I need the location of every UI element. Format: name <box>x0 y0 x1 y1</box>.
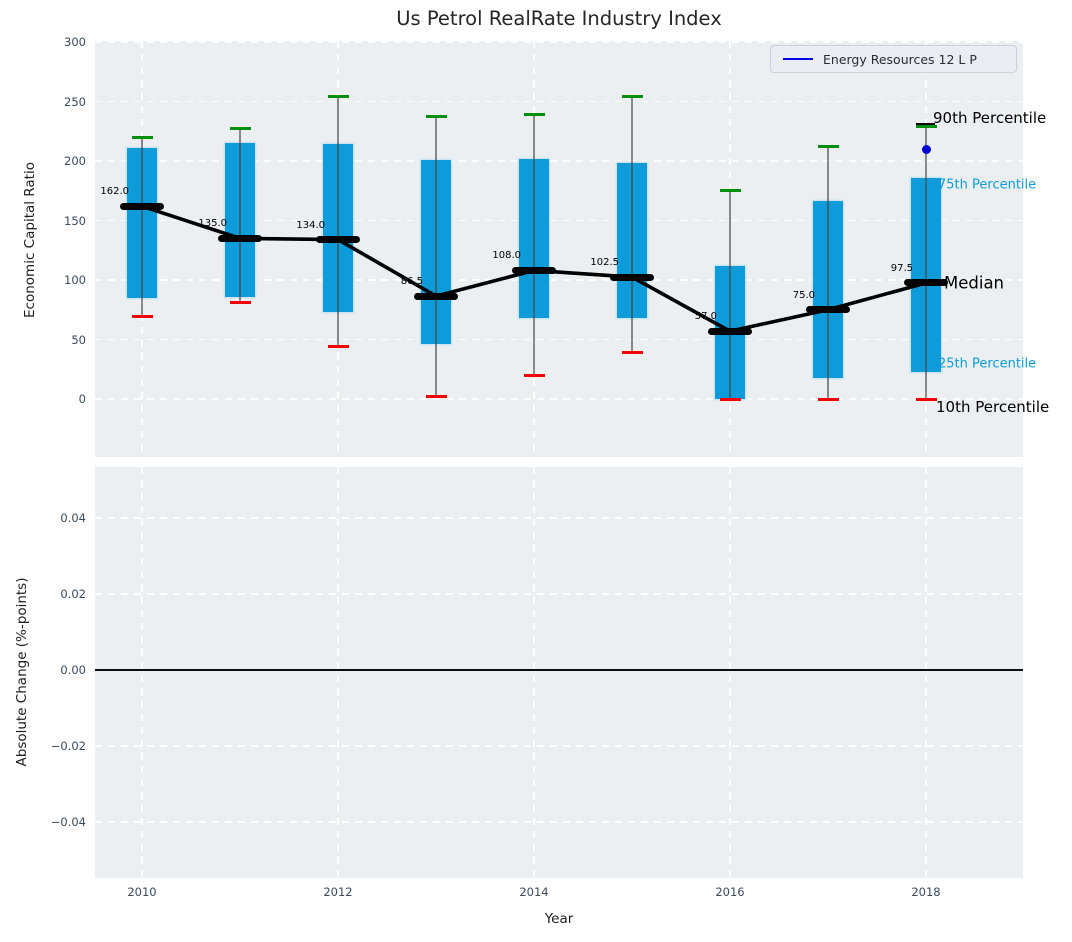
whisker-2012 <box>337 96 339 347</box>
median-value-label-2016: 57.0 <box>694 311 717 323</box>
whisker-2015 <box>631 96 633 353</box>
whisker-2011 <box>239 128 241 303</box>
legend-label: Energy Resources 12 L P <box>823 51 977 67</box>
median-dash-2018 <box>904 279 948 287</box>
y-tick-label: −0.04 <box>50 815 86 829</box>
y-tick-label: 200 <box>64 154 86 168</box>
p10-cap-2012 <box>327 345 349 349</box>
whisker-2010 <box>141 137 143 317</box>
y-tick-label: 150 <box>64 213 86 228</box>
annotation-p10: 10th Percentile <box>936 398 1050 416</box>
x-tick-label: 2014 <box>519 885 549 899</box>
y-tick-label: −0.02 <box>50 739 86 753</box>
p10-cap-2015 <box>621 351 643 355</box>
gridline-v <box>533 467 535 878</box>
whisker-2018 <box>925 126 927 399</box>
gridline-h <box>95 593 1023 595</box>
p90-cap-2013 <box>425 115 447 119</box>
x-tick-label: 2010 <box>127 885 157 899</box>
p10-cap-2017 <box>817 397 839 401</box>
median-value-label-2011: 135.0 <box>198 218 227 230</box>
median-dash-2013 <box>414 292 458 300</box>
p90-cap-2012 <box>327 95 349 99</box>
y-axis-label-bottom: Absolute Change (%-points) <box>14 577 30 767</box>
whisker-2016 <box>729 190 731 399</box>
gridline-h <box>95 100 1023 103</box>
gridline-h <box>95 338 1023 341</box>
p90-cap-2015 <box>621 95 643 99</box>
median-value-label-2014: 108.0 <box>492 250 521 262</box>
p90-cap-2018 <box>915 124 937 128</box>
legend-line-swatch <box>783 57 813 61</box>
y-tick-label: 0 <box>78 392 86 406</box>
gridline-v <box>729 467 731 878</box>
gridline-h <box>95 821 1023 823</box>
p10-cap-2011 <box>229 301 251 305</box>
median-dash-2012 <box>316 236 360 244</box>
gridline-v <box>141 467 143 878</box>
gridline-h <box>95 41 1023 43</box>
p90-cap-2014 <box>523 113 545 117</box>
chart-title: Us Petrol RealRate Industry Index <box>396 7 722 30</box>
median-dash-2015 <box>610 273 654 281</box>
p90-cap-2011 <box>229 127 251 131</box>
y-tick-label: 0.02 <box>60 587 86 601</box>
p10-cap-2010 <box>131 315 153 319</box>
annotation-leader-line <box>916 123 935 126</box>
p90-cap-2016 <box>719 189 741 193</box>
y-axis-label-top: Economic Capital Ratio <box>22 162 38 318</box>
gridline-h <box>95 517 1023 519</box>
median-value-label-2010: 162.0 <box>100 186 129 198</box>
gridline-v <box>925 467 927 878</box>
annotation-p25: 25th Percentile <box>938 356 1037 372</box>
legend: Energy Resources 12 L P <box>770 45 1017 73</box>
gridline-h <box>95 160 1023 162</box>
median-value-label-2012: 134.0 <box>296 219 325 231</box>
median-dash-2010 <box>120 202 164 210</box>
x-tick-label: 2012 <box>323 885 353 899</box>
x-tick-label: 2016 <box>715 885 745 899</box>
p10-cap-2014 <box>523 373 545 377</box>
x-axis-label: Year <box>544 911 574 927</box>
gridline-h <box>95 398 1023 400</box>
y-tick-label: 300 <box>64 35 86 49</box>
y-tick-label: 50 <box>71 332 86 347</box>
annotation-p75: 75th Percentile <box>938 177 1037 193</box>
whisker-2013 <box>435 116 437 397</box>
whisker-2014 <box>533 114 535 376</box>
median-dash-2011 <box>218 234 262 242</box>
median-value-label-2018: 97.5 <box>890 262 913 274</box>
median-value-label-2013: 86.5 <box>400 276 423 288</box>
median-dash-2017 <box>806 306 850 314</box>
y-tick-label: 0.00 <box>60 663 86 677</box>
x-tick-label: 2018 <box>911 885 941 899</box>
bottom-plot-panel <box>95 467 1023 878</box>
zero-line <box>95 669 1023 671</box>
whisker-2017 <box>827 146 829 399</box>
annotation-median: Median <box>944 273 1005 293</box>
series-point-2018 <box>921 144 931 154</box>
p10-cap-2018 <box>915 397 937 401</box>
p10-cap-2013 <box>425 395 447 399</box>
gridline-v <box>337 467 339 878</box>
median-dash-2014 <box>512 266 556 274</box>
y-tick-label: 250 <box>64 94 86 109</box>
p90-cap-2010 <box>131 135 153 139</box>
p10-cap-2016 <box>719 397 741 401</box>
median-value-label-2015: 102.5 <box>590 257 619 269</box>
p90-cap-2017 <box>817 145 839 149</box>
y-tick-label: 100 <box>64 273 86 287</box>
gridline-h <box>95 745 1023 747</box>
y-tick-label: 0.04 <box>60 511 86 525</box>
median-value-label-2017: 75.0 <box>792 289 815 301</box>
annotation-p90: 90th Percentile <box>933 109 1047 128</box>
median-dash-2016 <box>708 327 752 335</box>
